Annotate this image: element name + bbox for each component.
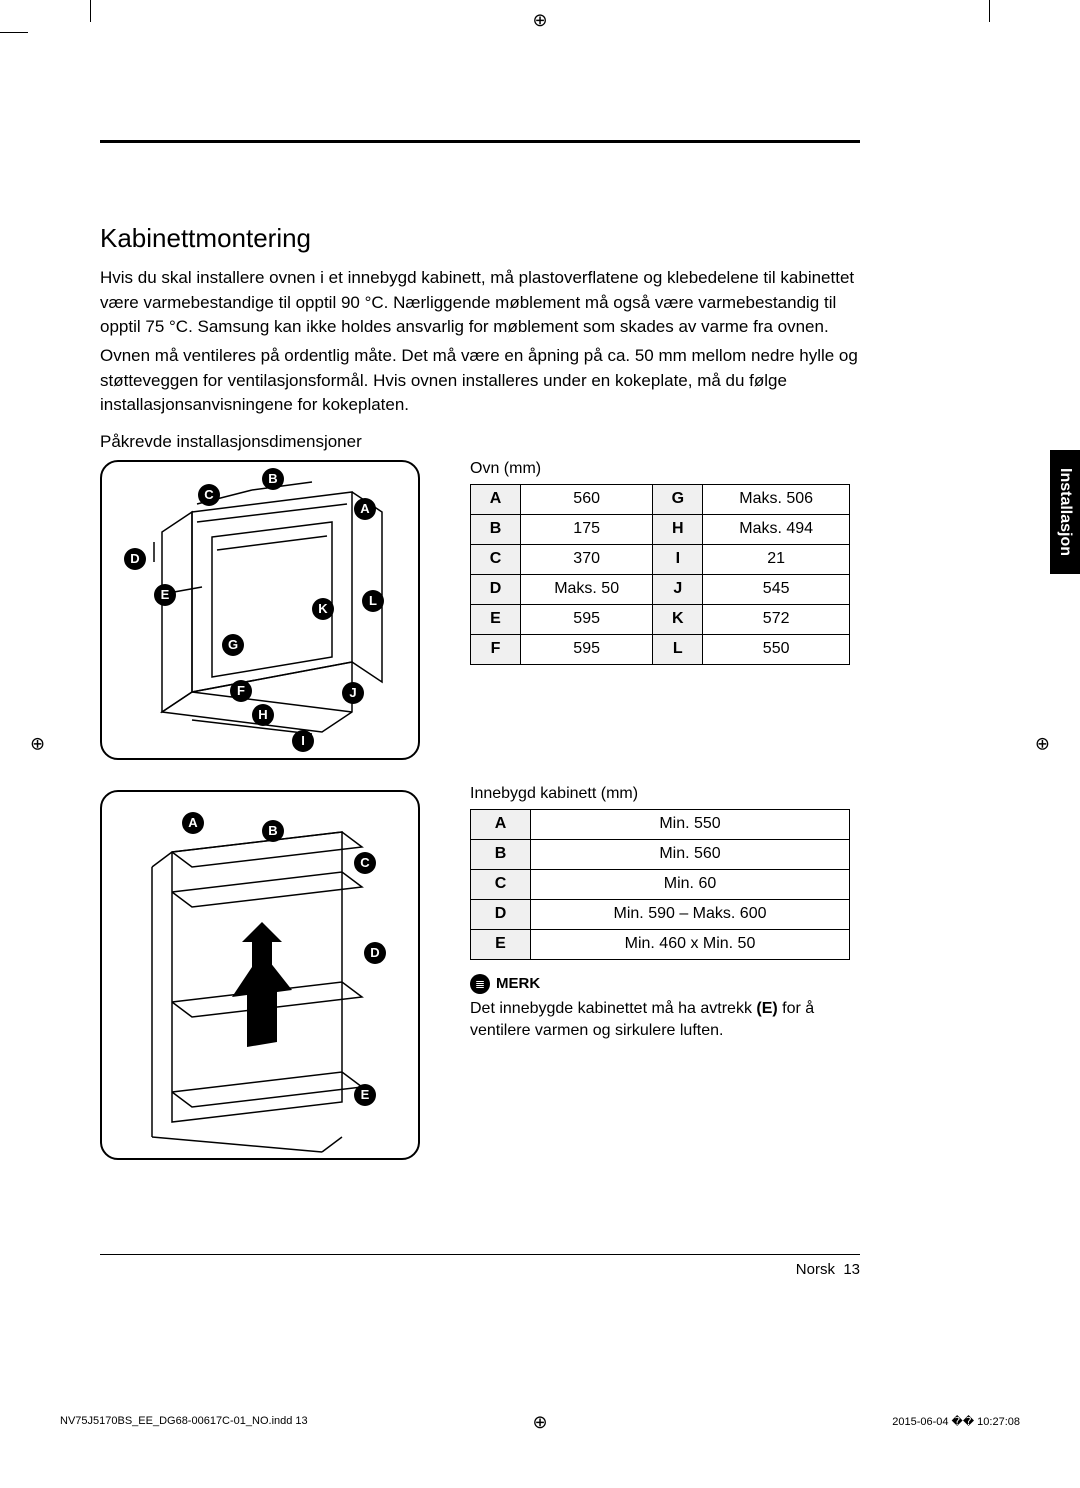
table-val: 550	[703, 634, 850, 664]
cabinet-table-caption: Innebygd kabinett (mm)	[470, 785, 850, 803]
dim-label: H	[252, 704, 274, 726]
table-val: Min. 550	[531, 809, 850, 839]
table-val: 595	[521, 604, 653, 634]
note-icon: ≣	[470, 974, 490, 994]
cabinet-diagram: A B C D E	[100, 790, 420, 1160]
table-val: 21	[703, 544, 850, 574]
intro-paragraph-1: Hvis du skal installere ovnen i et inneb…	[100, 266, 860, 340]
table-key: E	[471, 604, 521, 634]
crop-mark	[0, 32, 28, 33]
crop-mark	[90, 0, 91, 22]
table-key: C	[471, 544, 521, 574]
table-key: E	[471, 929, 531, 959]
dim-label: D	[364, 942, 386, 964]
dimensions-subheading: Påkrevde installasjonsdimensjoner	[100, 432, 860, 452]
table-val: Maks. 50	[521, 574, 653, 604]
table-val: 175	[521, 514, 653, 544]
dim-label: L	[362, 590, 384, 612]
table-val: 595	[521, 634, 653, 664]
table-val: Min. 590 – Maks. 600	[531, 899, 850, 929]
table-key: A	[471, 484, 521, 514]
dim-label: G	[222, 634, 244, 656]
table-key: B	[471, 514, 521, 544]
table-val: Maks. 494	[703, 514, 850, 544]
dim-label: J	[342, 682, 364, 704]
print-footer: NV75J5170BS_EE_DG68-00617C-01_NO.indd 13…	[60, 1415, 1020, 1428]
table-key: J	[653, 574, 703, 604]
table-val: Min. 60	[531, 869, 850, 899]
table-key: K	[653, 604, 703, 634]
table-key: D	[471, 574, 521, 604]
table-key: G	[653, 484, 703, 514]
top-rule	[100, 140, 860, 143]
page-title: Kabinettmontering	[100, 223, 860, 254]
table-key: C	[471, 869, 531, 899]
registration-mark-right: ⊕	[1035, 734, 1050, 755]
table-val: 545	[703, 574, 850, 604]
oven-dimensions-table: A 560 G Maks. 506B 175 H Maks. 494C 370 …	[470, 484, 850, 665]
note-label: MERK	[496, 975, 540, 992]
note-text: Det innebygde kabinettet må ha avtrekk (…	[470, 998, 850, 1043]
cabinet-dimensions-table: A Min. 550B Min. 560C Min. 60D Min. 590 …	[470, 809, 850, 960]
table-val: Min. 460 x Min. 50	[531, 929, 850, 959]
table-key: A	[471, 809, 531, 839]
dim-label: D	[124, 548, 146, 570]
dim-label: A	[182, 812, 204, 834]
dim-label: C	[198, 484, 220, 506]
dim-label: I	[292, 730, 314, 752]
table-val: Maks. 506	[703, 484, 850, 514]
table-val: 370	[521, 544, 653, 574]
registration-mark-left: ⊕	[30, 734, 45, 755]
table-key: L	[653, 634, 703, 664]
page-footer: Norsk 13	[100, 1254, 860, 1278]
registration-mark-top: ⊕	[532, 10, 547, 31]
oven-diagram: A B C D E F G H I J K L	[100, 460, 420, 760]
dim-label: B	[262, 820, 284, 842]
dim-label: A	[354, 498, 376, 520]
table-val: 572	[703, 604, 850, 634]
dim-label: B	[262, 468, 284, 490]
dim-label: F	[230, 680, 252, 702]
section-tab: Installasjon	[1050, 450, 1080, 574]
table-key: D	[471, 899, 531, 929]
table-key: B	[471, 839, 531, 869]
dim-label: K	[312, 598, 334, 620]
crop-mark	[989, 0, 990, 22]
dim-label: E	[354, 1084, 376, 1106]
table-key: I	[653, 544, 703, 574]
table-val: 560	[521, 484, 653, 514]
table-key: F	[471, 634, 521, 664]
table-val: Min. 560	[531, 839, 850, 869]
oven-table-caption: Ovn (mm)	[470, 460, 850, 478]
dim-label: C	[354, 852, 376, 874]
dim-label: E	[154, 584, 176, 606]
intro-paragraph-2: Ovnen må ventileres på ordentlig måte. D…	[100, 344, 860, 418]
table-key: H	[653, 514, 703, 544]
